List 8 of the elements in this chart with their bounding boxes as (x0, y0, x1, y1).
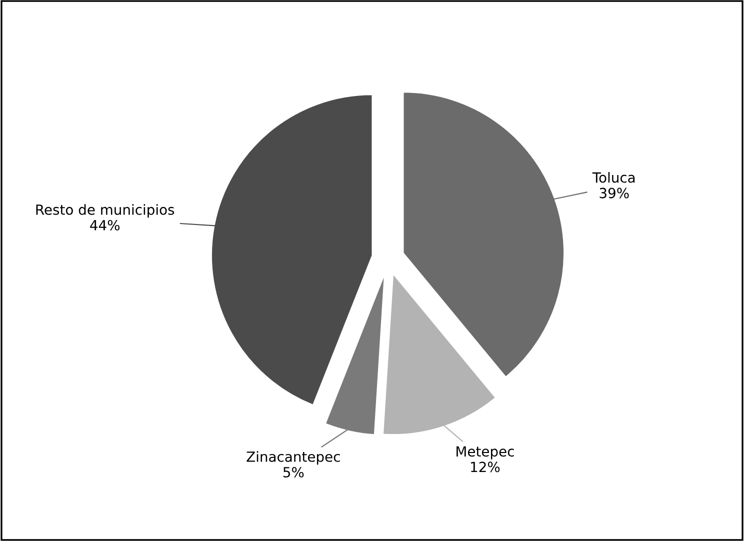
legend-label: Metepec (456, 446, 514, 460)
data-label: 5% (283, 466, 304, 478)
data-label: 39% (600, 188, 629, 198)
data-label: 44% (90, 220, 120, 230)
slice-label: Zinacantepec (246, 451, 340, 465)
data-label: 12% (471, 462, 500, 472)
slice-label: Resto de municipios (36, 204, 174, 218)
slice-label: Toluca (592, 172, 635, 183)
